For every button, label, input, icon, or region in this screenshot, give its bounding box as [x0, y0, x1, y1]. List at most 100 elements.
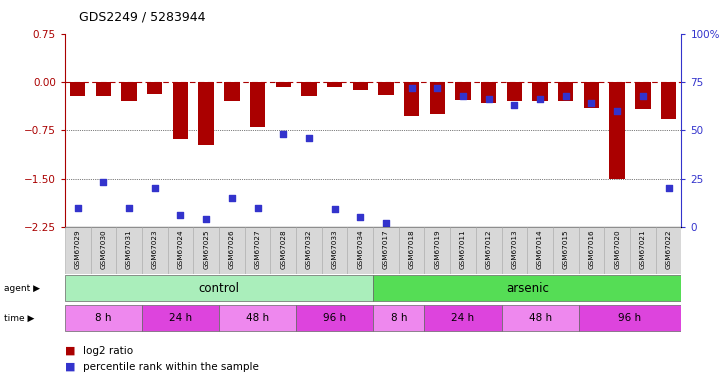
Point — [72, 205, 84, 211]
Bar — [476, 227, 502, 274]
Point — [457, 93, 469, 99]
Point — [508, 102, 520, 108]
Bar — [65, 305, 142, 332]
Bar — [224, 82, 239, 101]
Bar — [121, 82, 137, 101]
Point — [483, 96, 495, 102]
Bar — [244, 227, 270, 274]
Text: ■: ■ — [65, 362, 76, 372]
Point — [278, 131, 289, 137]
Text: time ▶: time ▶ — [4, 314, 34, 323]
Bar — [65, 275, 373, 302]
Text: GSM67022: GSM67022 — [665, 229, 671, 269]
Text: GSM67013: GSM67013 — [511, 229, 518, 269]
Bar — [173, 82, 188, 139]
Bar — [578, 305, 681, 332]
Point — [406, 85, 417, 91]
Bar — [373, 275, 681, 302]
Bar — [275, 82, 291, 87]
Text: GSM67031: GSM67031 — [126, 229, 132, 269]
Bar — [270, 227, 296, 274]
Bar — [198, 82, 214, 145]
Bar — [142, 305, 219, 332]
Text: GSM67028: GSM67028 — [280, 229, 286, 269]
Bar — [96, 82, 111, 96]
Text: 8 h: 8 h — [391, 314, 407, 323]
Bar — [502, 227, 527, 274]
Text: GSM67016: GSM67016 — [588, 229, 594, 269]
Text: GSM67030: GSM67030 — [100, 229, 107, 269]
Point — [380, 220, 392, 226]
Bar — [455, 82, 471, 100]
Bar — [558, 82, 573, 101]
Bar — [502, 305, 578, 332]
Bar — [553, 227, 578, 274]
Point — [226, 195, 238, 201]
Text: GSM67024: GSM67024 — [177, 229, 183, 269]
Bar — [65, 227, 91, 274]
Point — [149, 185, 161, 191]
Text: 48 h: 48 h — [246, 314, 269, 323]
Bar — [301, 82, 317, 96]
Bar — [635, 82, 650, 109]
Bar — [609, 82, 625, 178]
Point — [560, 93, 572, 99]
Bar — [249, 82, 265, 127]
Text: GSM67014: GSM67014 — [537, 229, 543, 269]
Text: GSM67029: GSM67029 — [75, 229, 81, 269]
Bar — [322, 227, 348, 274]
Bar — [116, 227, 142, 274]
Text: 24 h: 24 h — [169, 314, 192, 323]
Bar — [379, 82, 394, 95]
Text: GSM67019: GSM67019 — [434, 229, 441, 269]
Bar — [219, 305, 296, 332]
Bar — [70, 82, 85, 96]
Text: ■: ■ — [65, 346, 76, 355]
Point — [663, 185, 674, 191]
Bar — [660, 82, 676, 119]
Text: GSM67034: GSM67034 — [358, 229, 363, 269]
Point — [432, 85, 443, 91]
Text: GSM67023: GSM67023 — [152, 229, 158, 269]
Bar — [430, 82, 445, 114]
Bar — [655, 227, 681, 274]
Text: control: control — [198, 282, 239, 295]
Bar — [532, 82, 548, 101]
Point — [252, 205, 263, 211]
Bar — [373, 227, 399, 274]
Bar — [630, 227, 655, 274]
Bar — [147, 82, 162, 94]
Bar — [604, 227, 630, 274]
Bar — [193, 227, 219, 274]
Text: GSM67033: GSM67033 — [332, 229, 337, 269]
Text: log2 ratio: log2 ratio — [83, 346, 133, 355]
Point — [200, 216, 212, 222]
Text: GSM67018: GSM67018 — [409, 229, 415, 269]
Bar — [399, 227, 425, 274]
Bar — [296, 305, 373, 332]
Text: 96 h: 96 h — [619, 314, 642, 323]
Point — [637, 93, 649, 99]
Bar — [584, 82, 599, 108]
Point — [355, 214, 366, 220]
Text: GDS2249 / 5283944: GDS2249 / 5283944 — [79, 10, 205, 24]
Text: 24 h: 24 h — [451, 314, 474, 323]
Point — [123, 205, 135, 211]
Bar — [507, 82, 522, 101]
Text: GSM67027: GSM67027 — [255, 229, 260, 269]
Point — [329, 207, 340, 213]
Bar — [425, 227, 450, 274]
Point — [303, 135, 314, 141]
Point — [534, 96, 546, 102]
Bar — [373, 305, 425, 332]
Text: GSM67020: GSM67020 — [614, 229, 620, 269]
Bar — [327, 82, 342, 87]
Text: arsenic: arsenic — [506, 282, 549, 295]
Text: 96 h: 96 h — [323, 314, 346, 323]
Text: GSM67011: GSM67011 — [460, 229, 466, 269]
Point — [174, 212, 186, 218]
Bar — [450, 227, 476, 274]
Bar — [348, 227, 373, 274]
Point — [97, 180, 109, 186]
Bar — [296, 227, 322, 274]
